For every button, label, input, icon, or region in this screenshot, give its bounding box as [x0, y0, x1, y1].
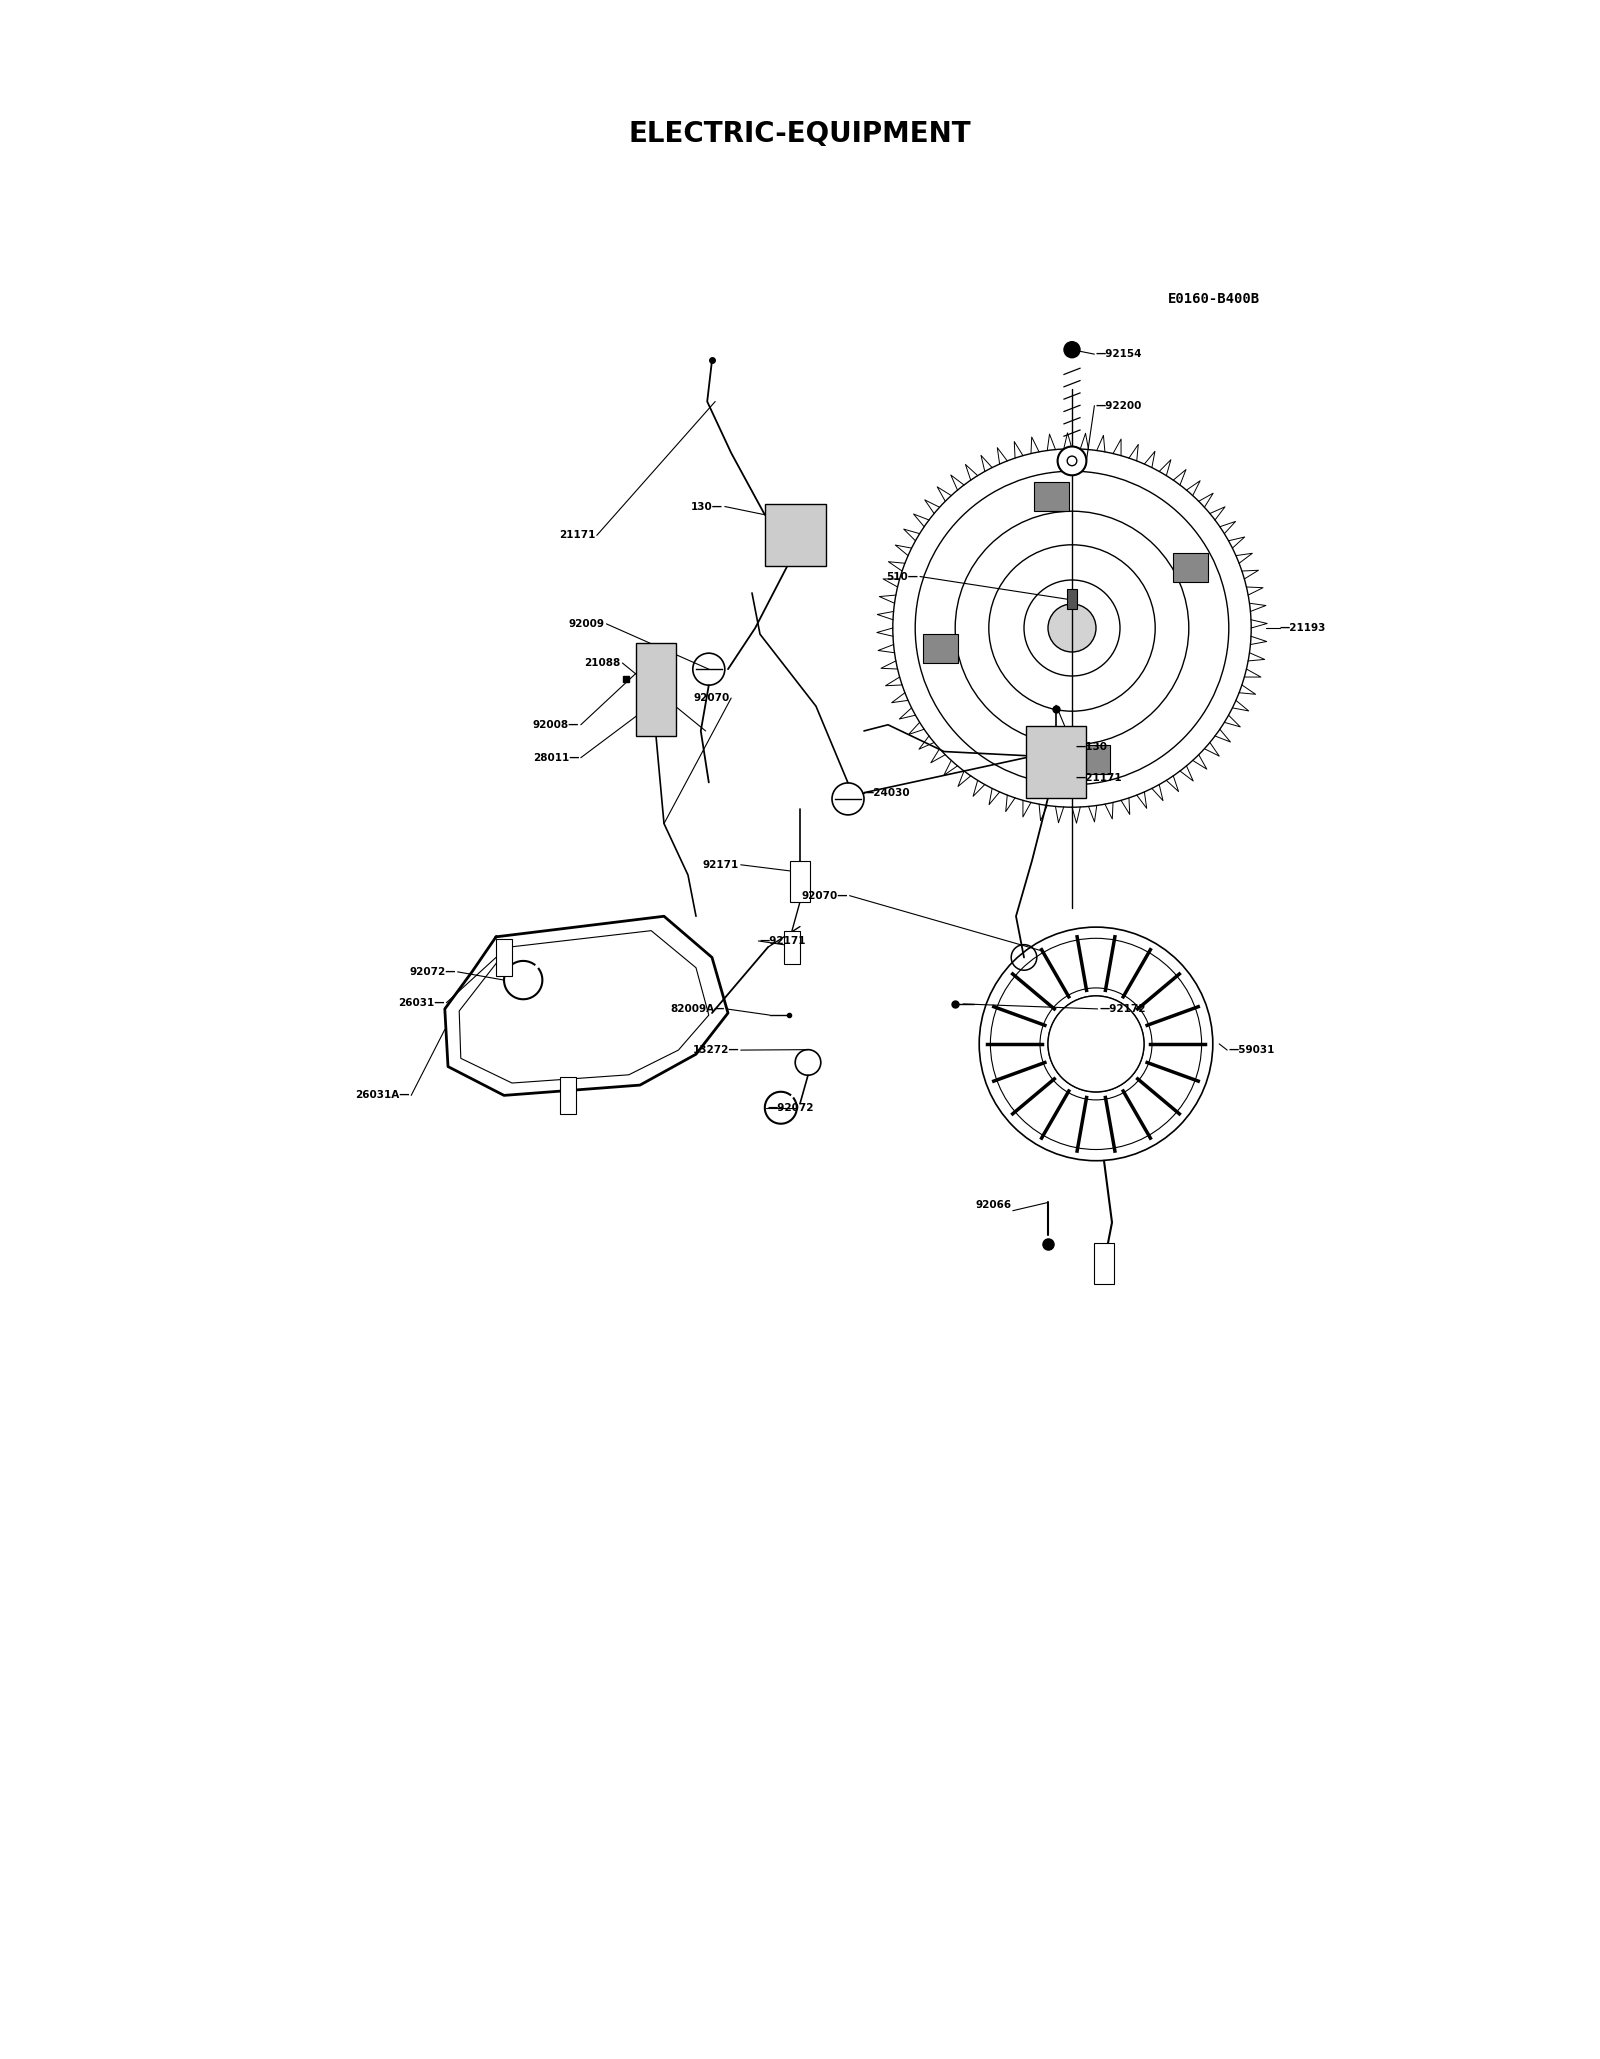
Text: 21171: 21171 — [558, 531, 595, 539]
Text: —92072: —92072 — [768, 1104, 814, 1112]
Text: 92171: 92171 — [702, 861, 739, 869]
Text: —59031: —59031 — [1229, 1046, 1275, 1054]
FancyBboxPatch shape — [1075, 745, 1110, 774]
FancyBboxPatch shape — [560, 1077, 576, 1114]
Text: —130: —130 — [1075, 743, 1107, 752]
Ellipse shape — [1058, 447, 1086, 476]
FancyBboxPatch shape — [765, 504, 826, 566]
Text: 92066: 92066 — [974, 1200, 1011, 1209]
FancyBboxPatch shape — [637, 642, 675, 735]
Text: 21088: 21088 — [584, 659, 621, 667]
FancyBboxPatch shape — [784, 931, 800, 964]
Text: —24030: —24030 — [864, 789, 910, 797]
Text: 82009A—: 82009A— — [670, 1005, 725, 1013]
Text: 28011—: 28011— — [533, 754, 579, 762]
FancyBboxPatch shape — [790, 861, 810, 902]
Text: —92154: —92154 — [1096, 350, 1142, 358]
Text: 13272—: 13272— — [693, 1046, 739, 1054]
Text: 92072—: 92072— — [410, 968, 456, 976]
FancyBboxPatch shape — [1173, 554, 1208, 583]
Text: —21193: —21193 — [1280, 624, 1326, 632]
Text: 26031A—: 26031A— — [355, 1091, 410, 1100]
Text: —21171: —21171 — [1075, 774, 1122, 782]
FancyBboxPatch shape — [496, 939, 512, 976]
Text: —92171: —92171 — [760, 937, 806, 945]
FancyBboxPatch shape — [1026, 725, 1086, 797]
FancyBboxPatch shape — [923, 634, 958, 663]
Ellipse shape — [1048, 603, 1096, 653]
FancyBboxPatch shape — [1034, 482, 1069, 511]
Text: 510—: 510— — [886, 572, 918, 581]
Text: E0160-B400B: E0160-B400B — [1168, 292, 1261, 305]
Ellipse shape — [1048, 997, 1144, 1091]
Text: —92172: —92172 — [1099, 1005, 1146, 1013]
FancyBboxPatch shape — [1067, 589, 1077, 609]
Text: 130—: 130— — [691, 502, 723, 511]
Text: 92070: 92070 — [693, 694, 730, 702]
Text: 26031—: 26031— — [398, 999, 445, 1007]
Text: 92070—: 92070— — [802, 892, 848, 900]
Text: 92009: 92009 — [570, 620, 605, 628]
Text: ELECTRIC-EQUIPMENT: ELECTRIC-EQUIPMENT — [629, 119, 971, 148]
Text: 92008—: 92008— — [533, 721, 579, 729]
Text: —92200: —92200 — [1096, 402, 1142, 410]
FancyBboxPatch shape — [1094, 1244, 1114, 1285]
Ellipse shape — [1064, 342, 1080, 358]
